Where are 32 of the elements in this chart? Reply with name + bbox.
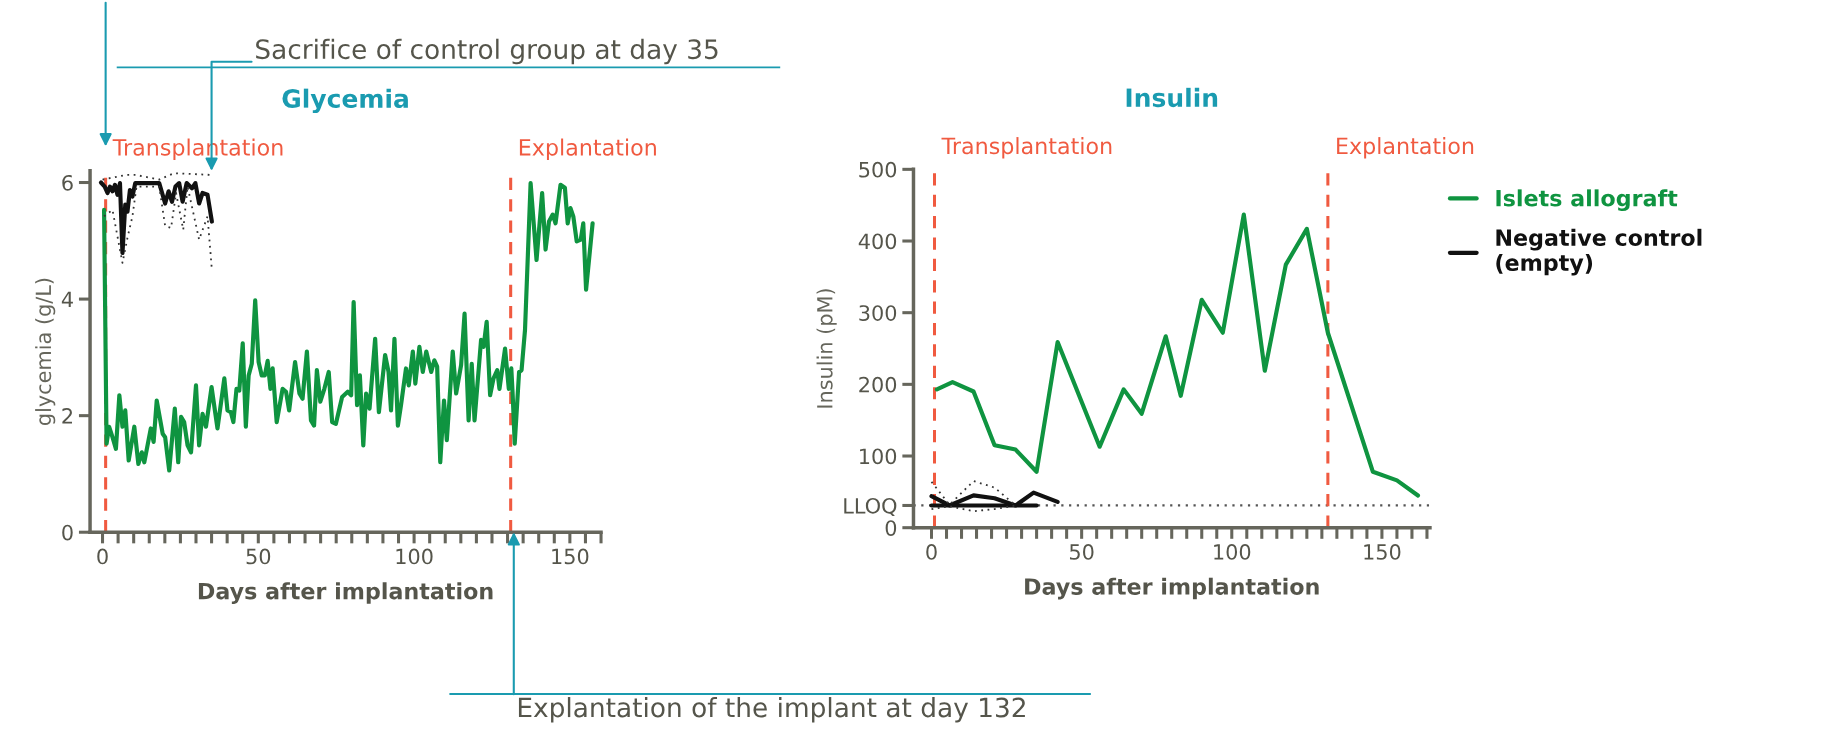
y-tick-label: 500 <box>859 161 897 178</box>
x-axis-title: Days after implantation <box>198 582 493 604</box>
y-tick-label: 0 <box>62 524 73 541</box>
y-tick-label: 400 <box>858 233 897 250</box>
x-tick-label: 0 <box>926 544 937 560</box>
annotation: Explantation of the implant at day 132 <box>518 697 1025 723</box>
y-axis-title: glycemia (g/L) <box>35 278 56 425</box>
ref-line-label: Explantation <box>1337 137 1474 159</box>
x-tick-label: 0 <box>97 548 108 565</box>
x-tick-label: 150 <box>1364 544 1401 560</box>
x-tick-label: 50 <box>1069 544 1094 560</box>
legend-label: Islets allograft <box>1496 189 1678 212</box>
y-tick-label: 6 <box>62 174 73 191</box>
annotation: Sacrifice of control group at day 35 <box>256 38 718 65</box>
chart-title: Glycemia <box>282 88 408 114</box>
y-tick-label: LLOQ <box>844 497 897 517</box>
y-tick-label: 200 <box>859 376 897 393</box>
y-axis-title: Insulin (pM) <box>816 289 837 408</box>
x-tick-label: 100 <box>396 548 433 565</box>
chart-title: Insulin <box>1126 87 1218 108</box>
ref-line-label: Transplantation <box>941 137 1112 159</box>
y-tick-label: 0 <box>885 520 897 536</box>
legend-label: Negative control (empty) <box>1496 228 1702 276</box>
ref-line-label: Explantation <box>519 138 656 161</box>
x-tick-label: 150 <box>552 548 589 565</box>
y-tick-label: 2 <box>62 408 72 424</box>
x-axis-title: Days after implantation <box>1025 577 1319 600</box>
y-tick-label: 4 <box>61 291 73 307</box>
y-tick-label: 100 <box>860 448 897 465</box>
y-tick-label: 300 <box>859 305 897 321</box>
x-tick-label: 50 <box>246 548 271 565</box>
x-tick-label: 100 <box>1214 544 1251 560</box>
